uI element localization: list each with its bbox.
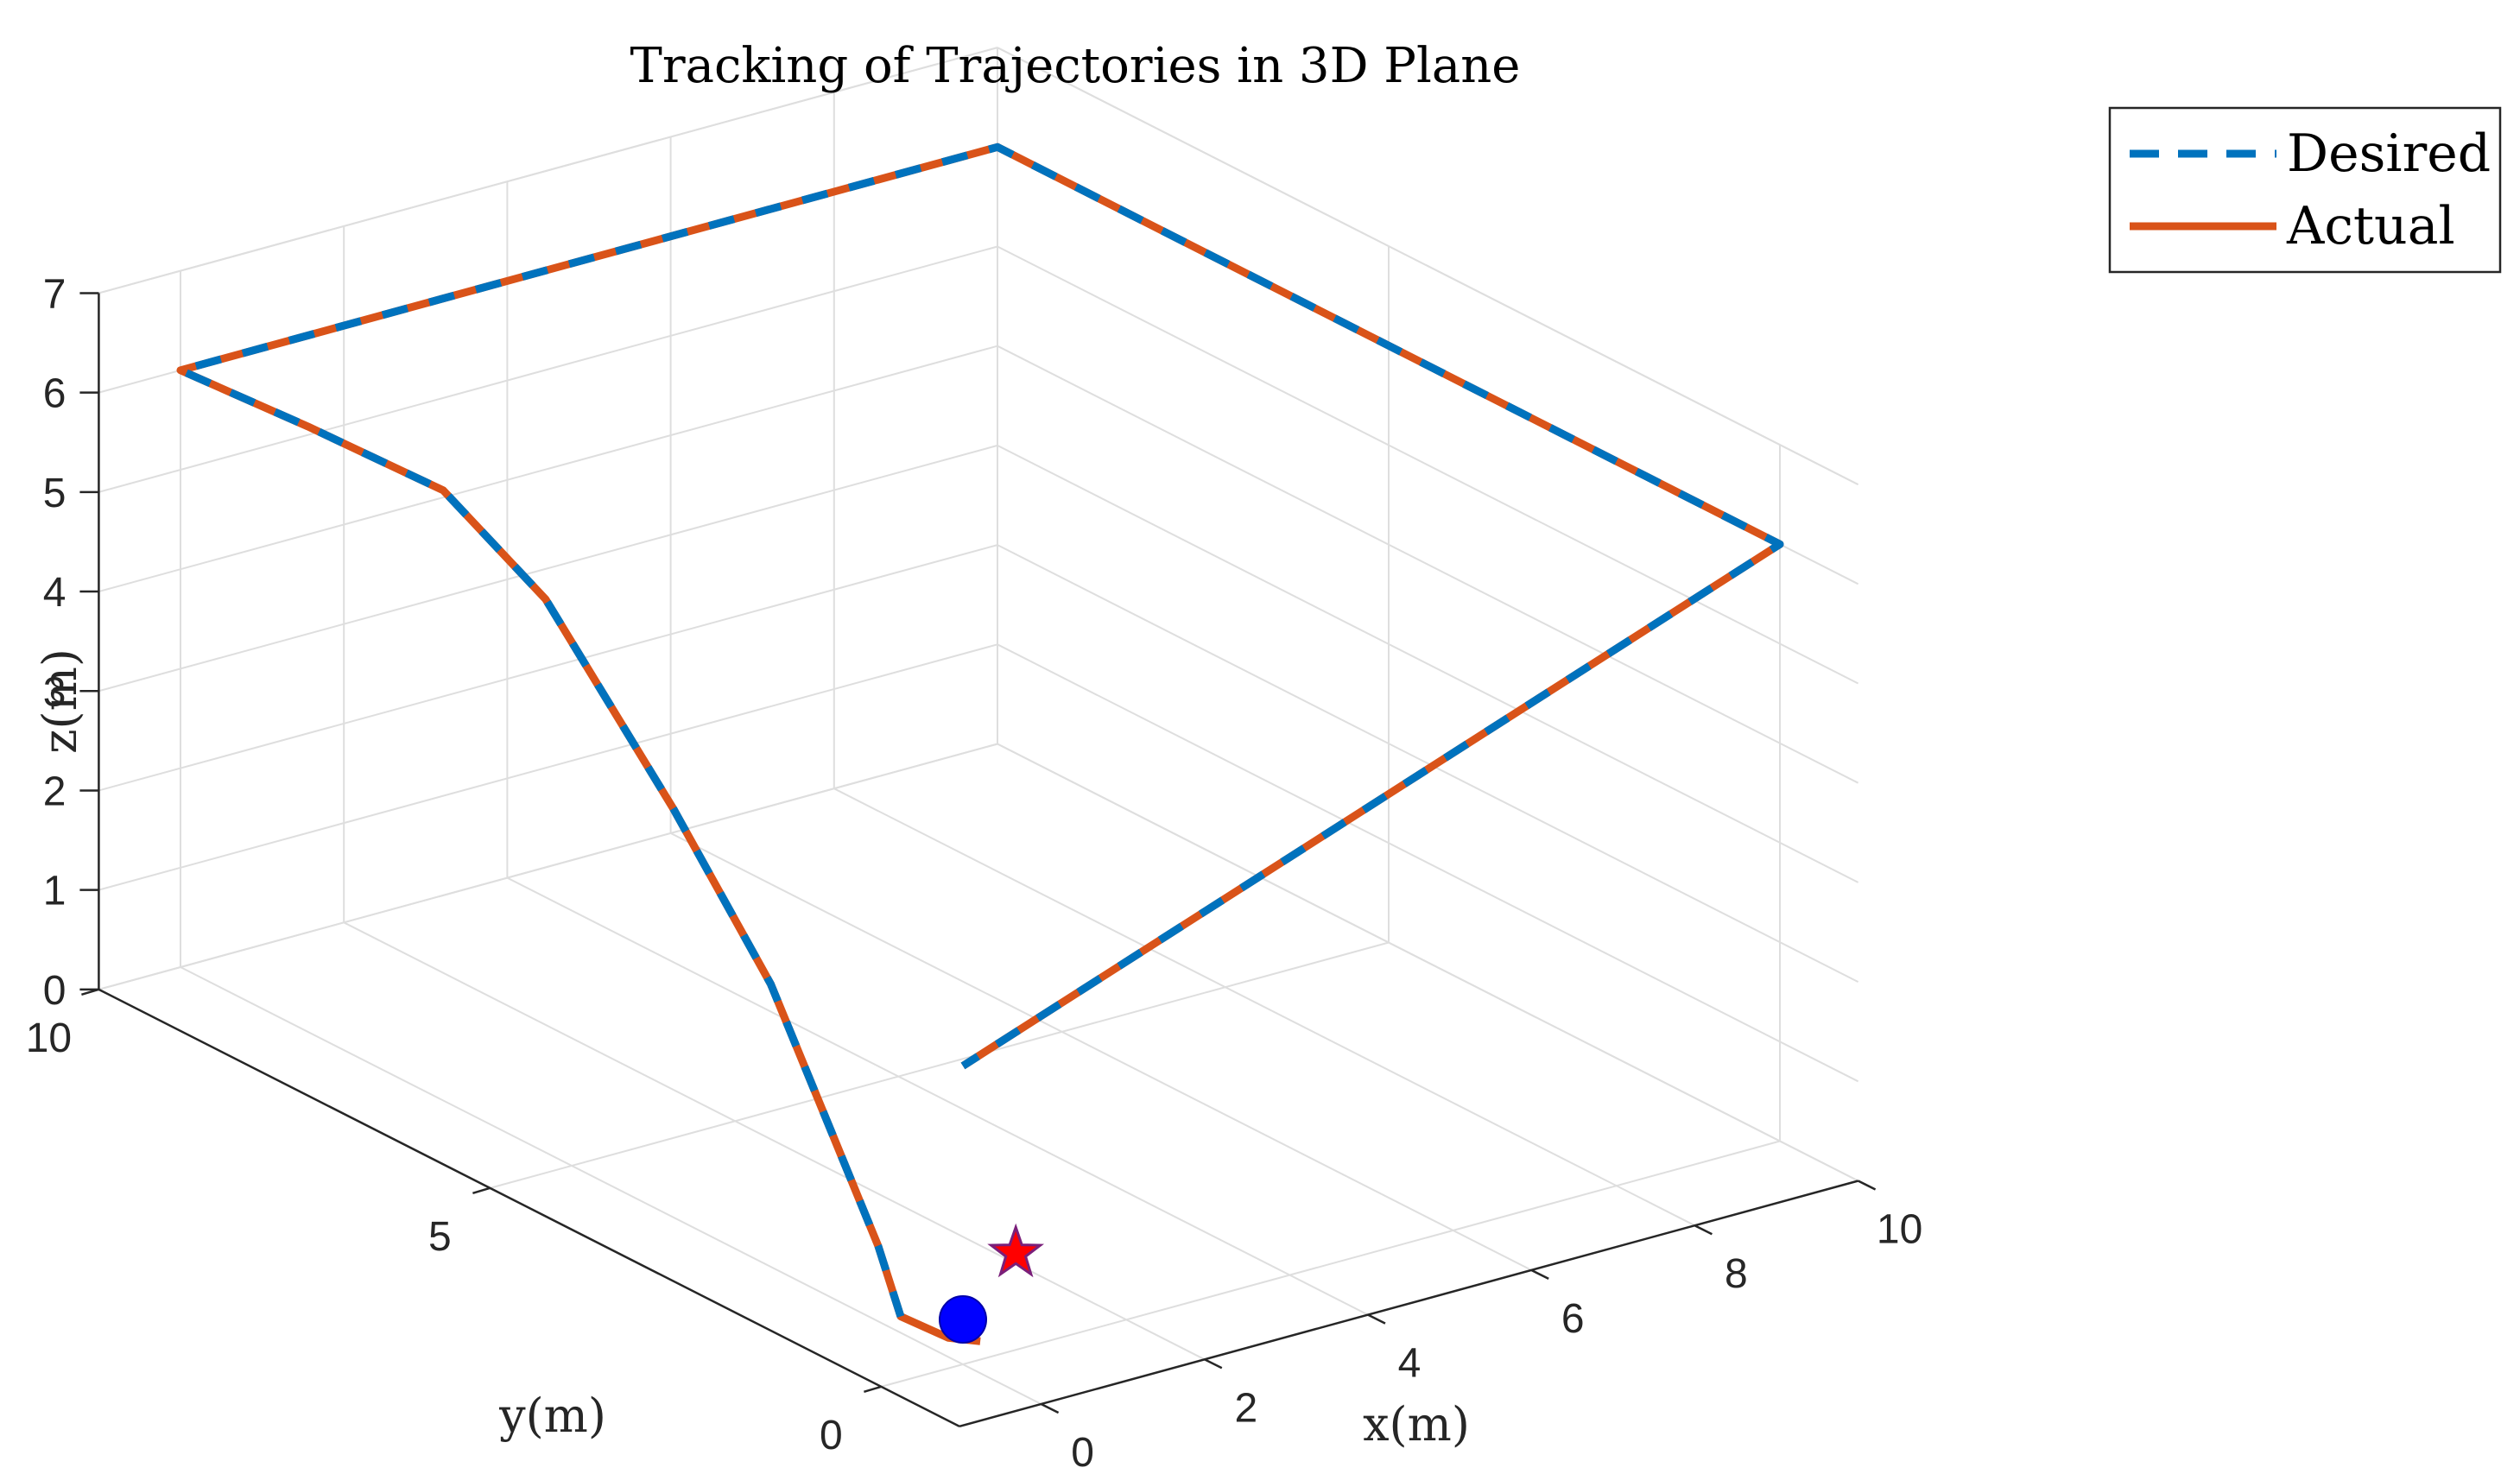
- x-tick-label: 10: [1877, 1207, 1922, 1253]
- end-marker-star: [987, 1223, 1045, 1278]
- x-tick-mark: [1858, 1180, 1877, 1191]
- x-tick-mark: [1530, 1268, 1549, 1281]
- series-line-actual: [176, 142, 1784, 1345]
- floor-grid-y: [490, 941, 1390, 1189]
- floor-grid-x: [180, 966, 1042, 1405]
- legend: Desired Actual: [2108, 106, 2502, 274]
- series-line-desired: [176, 142, 1784, 1318]
- floor-grid-x: [506, 876, 1369, 1316]
- z-tick-label: 4: [43, 570, 66, 616]
- side-wall-grid-z: [997, 245, 1859, 685]
- back-top-edge: [98, 47, 998, 294]
- side-wall-grid-z: [997, 544, 1859, 983]
- y-tick-label: 10: [26, 1015, 72, 1061]
- z-tick-label: 2: [43, 769, 66, 814]
- y-tick-label: 5: [428, 1214, 452, 1260]
- z-tick-label: 0: [43, 968, 66, 1014]
- markers: [939, 1223, 1045, 1344]
- back-wall-grid-z: [98, 643, 998, 891]
- x-tick-mark: [1204, 1358, 1223, 1370]
- z-tick-label: 7: [43, 271, 66, 317]
- x-tick-mark: [1367, 1313, 1386, 1325]
- y-tick-mark: [472, 1186, 491, 1195]
- side-wall-grid-z: [997, 743, 1859, 1182]
- x-tick-mark: [1041, 1402, 1060, 1414]
- y-axis-label: y(m): [498, 1389, 606, 1443]
- back-wall-grid-z: [98, 245, 998, 493]
- legend-label-actual: Actual: [2286, 196, 2455, 256]
- floor-grid-x: [343, 921, 1206, 1361]
- floor-grid-x: [670, 832, 1532, 1271]
- x-tick-label: 8: [1725, 1251, 1748, 1297]
- back-wall-grid-z: [98, 444, 998, 693]
- y-axis-line: [98, 988, 960, 1427]
- z-axis-label: z(m): [33, 648, 87, 754]
- z-tick-label: 5: [43, 471, 66, 516]
- side-wall-grid-z: [997, 345, 1859, 784]
- y-tick-mark: [864, 1385, 882, 1394]
- floor-grid-y: [881, 1140, 1781, 1388]
- y-tick-label: 0: [820, 1413, 843, 1458]
- side-wall-grid-z: [997, 643, 1859, 1083]
- side-wall-grid-z: [997, 445, 1859, 883]
- side-top-edge: [997, 47, 1859, 485]
- x-axis-line: [959, 1180, 1858, 1428]
- z-tick-label: 1: [43, 869, 66, 914]
- axes: [79, 292, 1877, 1428]
- x-tick-label: 2: [1234, 1385, 1257, 1431]
- legend-label-desired: Desired: [2287, 123, 2491, 184]
- chart-title: Tracking of Trajectories in 3D Plane: [630, 38, 1521, 94]
- back-wall-grid-z: [98, 345, 998, 593]
- start-marker-circle: [939, 1295, 987, 1344]
- back-wall-grid-z: [98, 544, 998, 792]
- back-wall-grid-z: [98, 743, 998, 990]
- series: [176, 142, 1784, 1345]
- grid-lines: [98, 47, 1859, 1405]
- z-tick-label: 6: [43, 371, 66, 417]
- x-axis-label: x(m): [1363, 1397, 1470, 1452]
- legend-box: [2108, 106, 2502, 274]
- x-tick-label: 4: [1398, 1341, 1421, 1387]
- z-tick-label: 3: [43, 669, 66, 715]
- x-tick-label: 0: [1071, 1430, 1094, 1474]
- floor-grid-x: [833, 788, 1695, 1227]
- x-tick-label: 6: [1561, 1296, 1585, 1342]
- x-tick-mark: [1694, 1224, 1713, 1236]
